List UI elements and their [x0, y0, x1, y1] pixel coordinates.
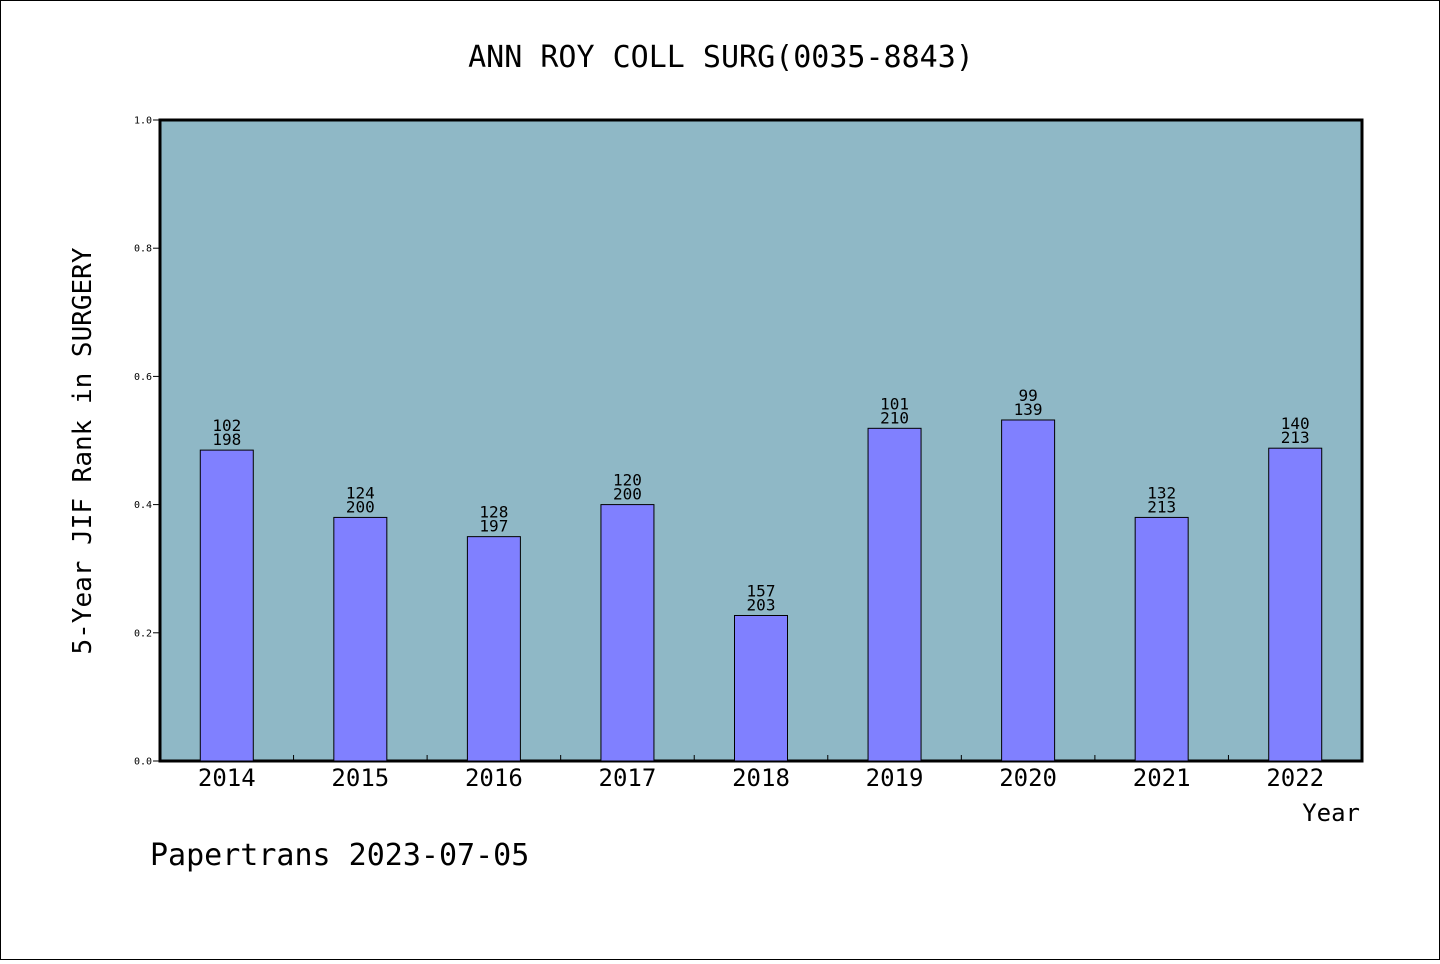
bar-rank-label: 140 [1281, 414, 1310, 433]
y-tick-label: 0.0 [134, 757, 152, 768]
bar-total-label: 213 [1281, 428, 1310, 447]
bar-2022 [1268, 447, 1323, 762]
bar-rank-label: 101 [880, 394, 909, 413]
x-tick-label: 2019 [866, 764, 924, 792]
y-tick-label: 1.0 [134, 116, 152, 127]
bar-2019 [867, 427, 922, 762]
x-tick-label: 2016 [465, 764, 523, 792]
bar-2016 [466, 536, 521, 762]
x-tick-label: 2020 [999, 764, 1057, 792]
y-axis-ticks: 0.0 0.2 0.4 0.6 0.8 1.0 [134, 116, 160, 768]
x-tick-label: 2017 [599, 764, 657, 792]
bar-total-label: 210 [880, 408, 909, 427]
x-tick-label: 2014 [198, 764, 256, 792]
bar-total-label: 198 [212, 430, 241, 449]
bar-rank-label: 120 [613, 471, 642, 490]
x-tick-label: 2021 [1133, 764, 1191, 792]
bar-total-label: 200 [613, 485, 642, 504]
y-tick-label: 0.6 [134, 372, 152, 383]
bar-2018 [734, 614, 788, 762]
bar-2021 [1134, 516, 1189, 762]
bar-rank-label: 124 [346, 483, 375, 502]
y-axis-label: 5-Year JIF Rank in SURGERY [68, 247, 98, 654]
bar-total-label: 203 [747, 595, 776, 614]
bars [199, 419, 1323, 762]
bar-rank-label: 128 [479, 503, 508, 522]
y-tick-label: 0.8 [134, 244, 152, 255]
chart-title: ANN ROY COLL SURG(0035-8843) [468, 40, 974, 75]
x-axis-label: Year [1302, 799, 1360, 827]
bar-total-label: 213 [1147, 497, 1176, 516]
bar-rank-label: 99 [1018, 386, 1037, 405]
x-tick-label: 2018 [732, 764, 790, 792]
bar-total-label: 139 [1014, 400, 1043, 419]
bar-rank-label: 102 [212, 416, 241, 435]
x-tick-label: 2022 [1266, 764, 1324, 792]
x-axis-ticks [293, 755, 1229, 761]
y-tick-label: 0.4 [134, 500, 152, 511]
bar-2017 [600, 504, 655, 762]
bar-total-label: 200 [346, 497, 375, 516]
bar-total-label: 197 [479, 517, 508, 536]
x-tick-label: 2015 [331, 764, 389, 792]
footer-text: Papertrans 2023-07-05 [150, 838, 529, 873]
bar-2020 [1001, 419, 1056, 762]
bar-rank-label: 132 [1147, 483, 1176, 502]
bar-rank-label: 157 [747, 581, 776, 600]
bar-2015 [333, 516, 388, 762]
y-tick-label: 0.2 [134, 628, 152, 639]
bar-2014 [199, 449, 254, 762]
x-axis-tick-labels: 2014 2015 2016 2017 2018 2019 2020 2021 2022 [198, 764, 1324, 792]
